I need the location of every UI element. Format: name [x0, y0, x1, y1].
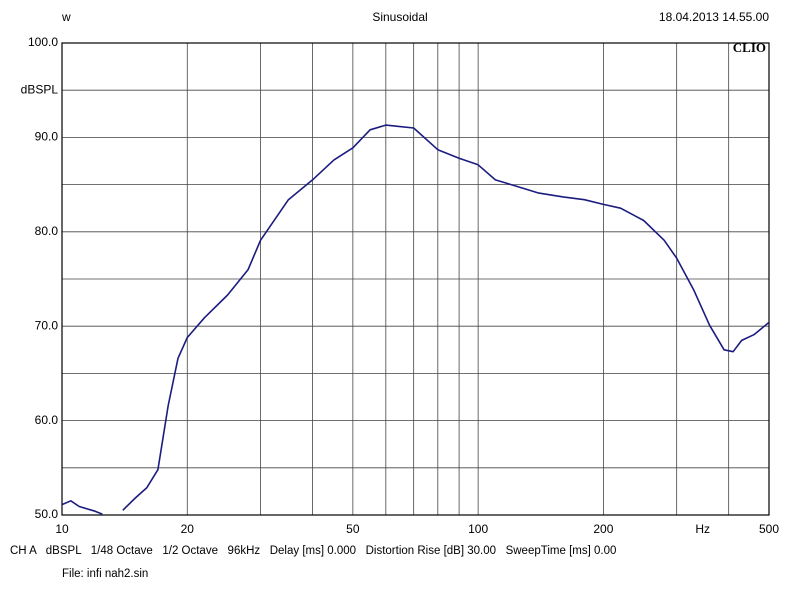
- x-tick-label: 200: [593, 522, 613, 536]
- x-axis-label: Hz: [695, 522, 710, 536]
- y-tick-label: 100.0: [28, 35, 58, 49]
- timestamp: 18.04.2013 14.55.00: [659, 10, 769, 24]
- response-curve: [62, 124, 769, 515]
- footer-line: File: infi nah2.sin: [62, 568, 148, 580]
- x-tick-label: 500: [759, 522, 779, 536]
- header-left: w: [61, 10, 71, 24]
- y-tick-label: 50.0: [35, 507, 59, 521]
- chart-title: Sinusoidal: [372, 10, 427, 24]
- y-tick-label: 70.0: [35, 318, 59, 332]
- brand: CLIO: [733, 40, 766, 55]
- y-tick-label: 80.0: [35, 224, 59, 238]
- footer-line: CH A dBSPL 1/48 Octave 1/2 Octave 96kHz …: [10, 545, 616, 557]
- y-axis-label: dBSPL: [21, 82, 59, 96]
- x-tick-label: 20: [181, 522, 195, 536]
- plot-frame: [61, 42, 770, 516]
- y-tick-label: 90.0: [35, 130, 59, 144]
- x-tick-label: 100: [468, 522, 488, 536]
- y-tick-label: 60.0: [35, 413, 59, 427]
- x-tick-label: 10: [55, 522, 69, 536]
- x-tick-label: 50: [346, 522, 360, 536]
